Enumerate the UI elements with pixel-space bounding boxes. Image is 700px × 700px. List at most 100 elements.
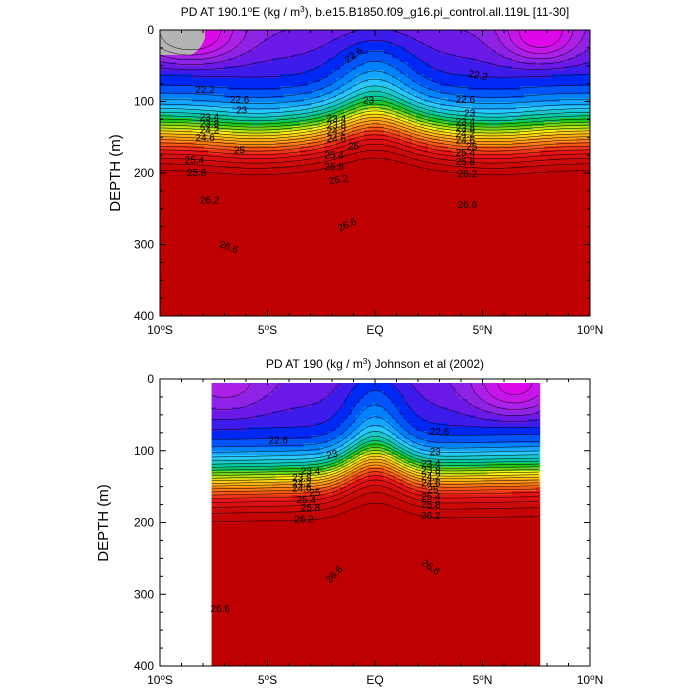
density-cell [380,82,385,87]
density-cell [588,94,590,99]
density-cell [260,186,265,191]
density-cell [172,214,177,219]
density-cell [416,182,421,187]
density-cell [536,30,541,35]
density-cell [400,202,405,207]
density-cell [364,190,369,195]
density-cell [448,58,453,63]
density-cell [432,174,437,179]
density-cell [340,54,345,59]
density-cell [364,114,369,119]
density-cell [548,58,553,63]
density-cell [544,94,549,99]
density-cell [436,182,441,187]
density-cell [448,110,453,115]
density-cell [484,198,489,203]
density-cell [580,170,585,175]
density-cell [568,58,573,63]
density-cell [312,102,317,107]
density-cell [260,198,265,203]
density-cell [556,134,561,139]
density-cell [524,174,529,179]
density-cell [508,178,513,183]
density-cell [452,146,457,151]
density-cell [388,122,393,127]
density-cell [164,206,169,211]
density-cell [400,58,405,63]
density-cell [160,146,165,151]
density-cell [200,106,205,111]
density-cell [576,174,581,179]
density-cell [160,98,165,103]
density-cell [564,50,569,55]
density-cell [428,158,433,163]
density-cell [584,142,589,147]
density-cell [424,70,429,75]
density-cell [456,70,461,75]
density-cell [384,98,389,103]
density-cell [184,154,189,159]
density-cell [308,186,313,191]
density-cell [540,102,545,107]
density-cell [480,206,485,211]
density-cell [388,106,393,111]
density-cell [332,206,337,211]
density-cell [252,118,257,123]
density-cell [404,138,409,143]
density-cell [364,202,369,207]
density-cell [464,182,469,187]
density-cell [300,30,305,35]
density-cell [336,162,341,167]
density-cell [264,82,269,87]
density-cell [268,214,273,219]
density-cell [312,98,317,103]
density-cell [232,190,237,195]
density-cell [516,158,521,163]
density-cell [172,150,177,155]
density-cell [556,58,561,63]
density-cell [568,54,573,59]
density-cell [324,78,329,83]
density-cell [180,142,185,147]
density-cell [572,142,577,147]
density-cell [492,106,497,111]
density-cell [460,50,465,55]
density-cell [160,82,165,87]
density-cell [576,34,581,39]
density-cell [256,194,261,199]
density-cell [352,94,357,99]
density-cell [420,174,425,179]
density-cell [256,94,261,99]
density-cell [224,110,229,115]
density-cell [416,154,421,159]
density-cell [580,94,585,99]
density-cell [168,94,173,99]
density-cell [432,94,437,99]
density-cell [444,110,449,115]
density-cell [220,106,225,111]
density-cell [536,66,541,71]
density-cell [500,70,505,75]
density-cell [384,102,389,107]
density-cell [164,118,169,123]
density-cell [240,110,245,115]
density-cell [544,114,549,119]
density-cell [248,54,253,59]
density-cell [320,62,325,67]
density-cell [256,86,261,91]
density-cell [324,150,329,155]
density-cell [232,166,237,171]
density-cell [228,42,233,47]
density-cell [452,70,457,75]
density-cell [480,90,485,95]
density-cell [356,58,361,63]
density-cell [476,54,481,59]
density-cell [368,138,373,143]
density-cell [416,62,421,67]
density-cell [524,182,529,187]
density-cell [160,70,165,75]
density-cell [476,202,481,207]
density-cell [552,198,557,203]
density-cell [372,66,377,71]
density-cell [456,58,461,63]
